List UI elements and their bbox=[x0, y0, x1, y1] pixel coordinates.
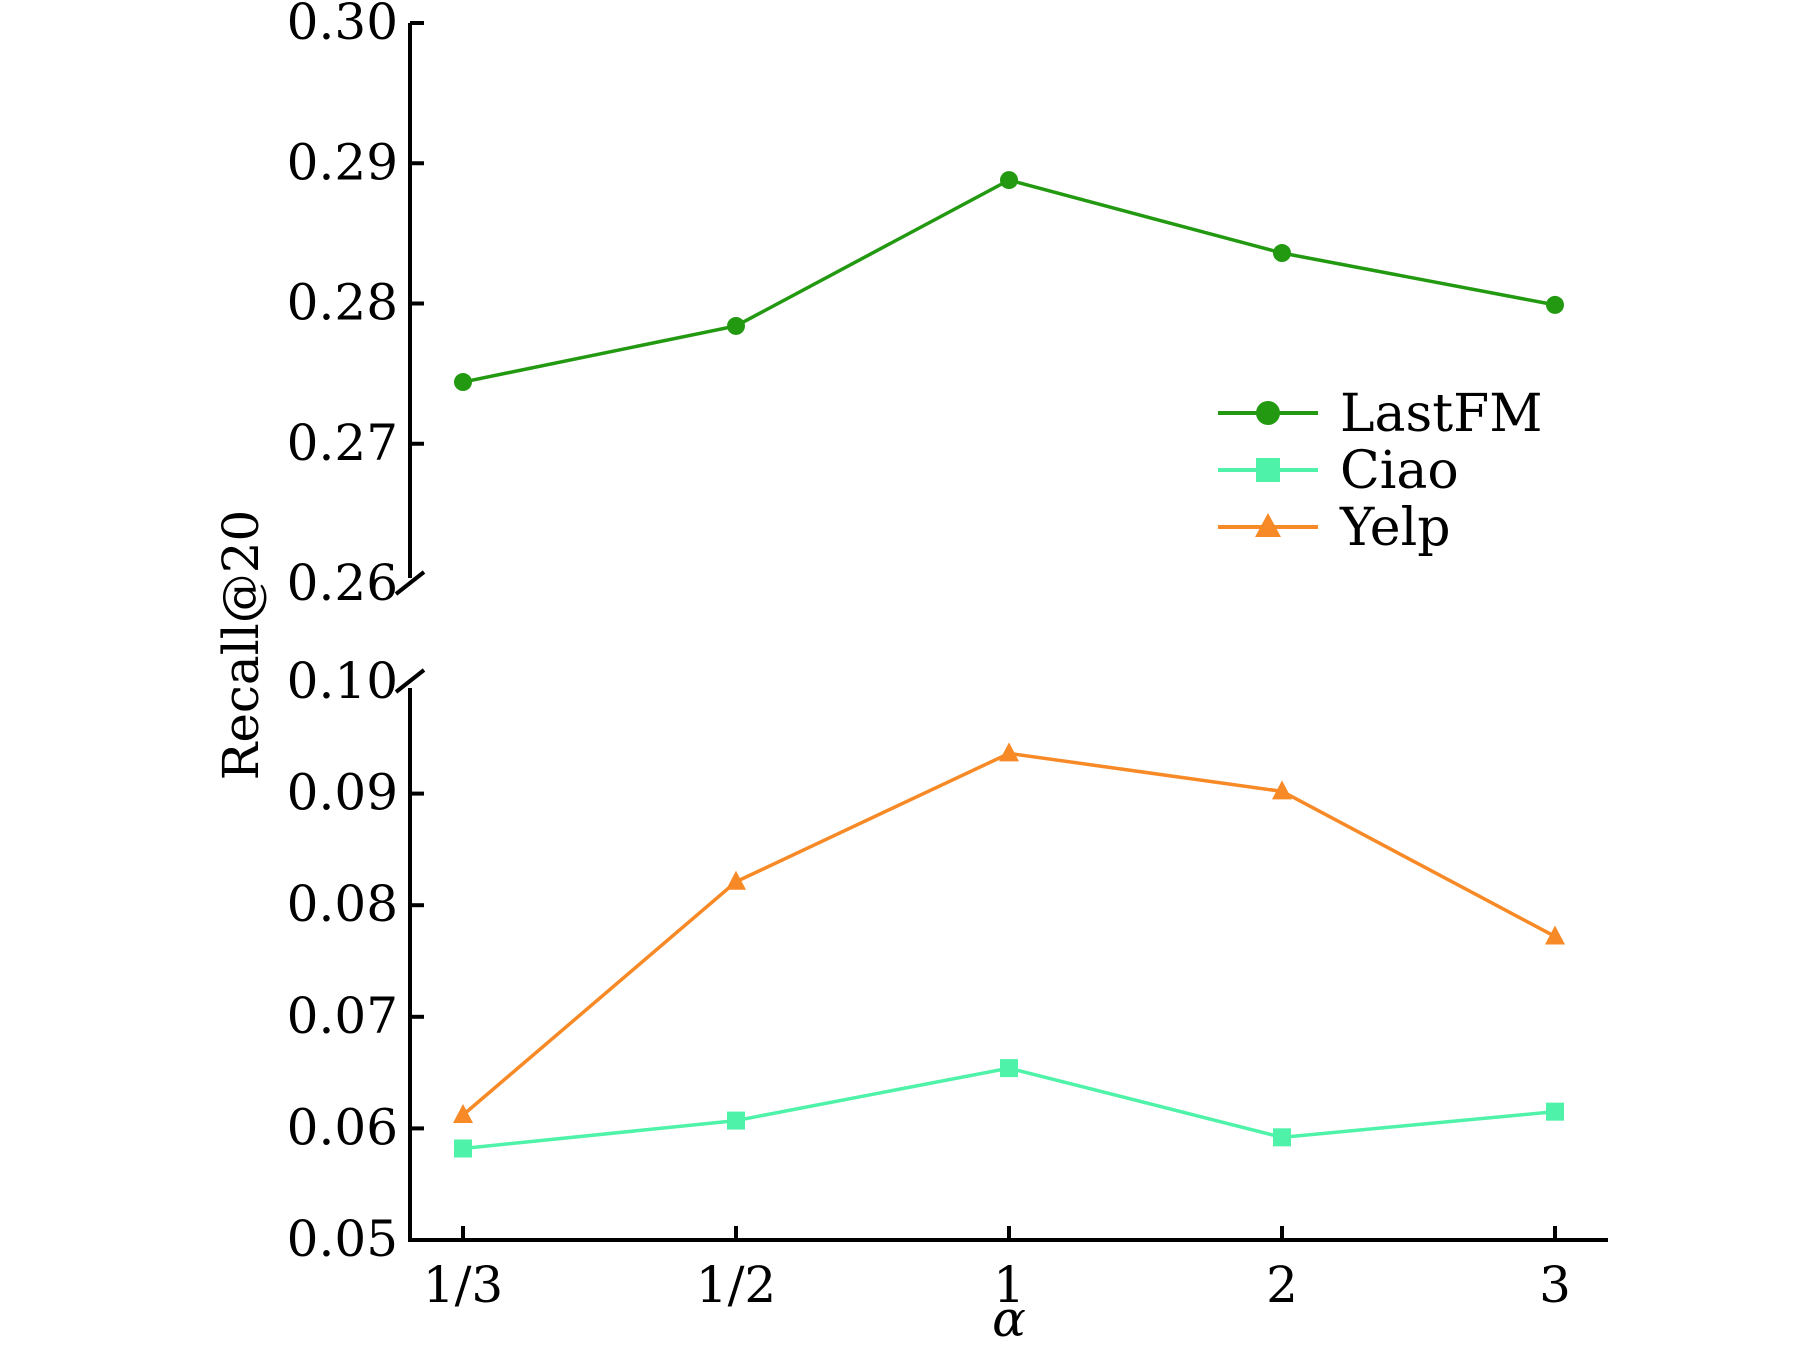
axes: 0.30 0.29 0.28 0.27 0.26 0.10 0.09 0.08 0.07 0.06… bbox=[287, 0, 1608, 1314]
y-tick-label: 0.26 bbox=[287, 554, 398, 612]
legend-label: LastFM bbox=[1340, 384, 1542, 444]
axis-break-upper bbox=[394, 570, 426, 596]
x-tick-label: 1/2 bbox=[696, 1256, 776, 1314]
data-point bbox=[726, 870, 746, 890]
data-point bbox=[1000, 171, 1018, 190]
y-tick-label: 0.08 bbox=[287, 875, 398, 933]
data-point bbox=[727, 316, 745, 335]
series-line bbox=[462, 1066, 1556, 1151]
x-tick-label: 2 bbox=[1266, 1256, 1298, 1314]
y-tick-label: 0.07 bbox=[287, 987, 398, 1045]
x-tick-label: 3 bbox=[1539, 1256, 1571, 1314]
data-point bbox=[453, 1104, 473, 1124]
x-axis-title: α bbox=[992, 1290, 1026, 1346]
y-tick-label: 0.27 bbox=[287, 414, 398, 472]
data-point bbox=[1000, 1059, 1018, 1078]
data-point bbox=[727, 1111, 745, 1130]
legend-marker bbox=[1255, 513, 1281, 537]
data-point bbox=[1273, 244, 1291, 263]
x-tick-label: 1 bbox=[993, 1256, 1025, 1314]
y-tick-label: 0.29 bbox=[287, 133, 398, 191]
data-point bbox=[1546, 295, 1564, 314]
y-axis-title: Recall@20 bbox=[212, 510, 270, 781]
x-tick-label: 1/3 bbox=[423, 1256, 503, 1314]
y-tick-label: 0.10 bbox=[287, 652, 398, 710]
data-point bbox=[1273, 1128, 1291, 1147]
data-point bbox=[1546, 1102, 1564, 1121]
series-lastfm bbox=[454, 171, 1564, 392]
data-point bbox=[999, 742, 1019, 762]
legend-label: Ciao bbox=[1340, 441, 1459, 501]
data-point bbox=[1545, 925, 1565, 945]
y-tick-label: 0.05 bbox=[287, 1210, 398, 1268]
series-ciao bbox=[454, 1059, 1564, 1158]
y-tick-label: 0.06 bbox=[287, 1098, 398, 1156]
y-tick-label: 0.30 bbox=[287, 0, 398, 51]
legend-marker bbox=[1256, 401, 1280, 425]
axis-break-lower bbox=[394, 668, 426, 694]
legend-item-yelp: Yelp bbox=[1218, 498, 1451, 558]
series-yelp bbox=[453, 742, 1565, 1124]
legend-item-ciao: Ciao bbox=[1218, 441, 1459, 501]
data-point bbox=[1272, 780, 1292, 800]
series-layer bbox=[453, 171, 1565, 1158]
y-tick-label: 0.28 bbox=[287, 274, 398, 332]
data-point bbox=[454, 1139, 472, 1158]
data-point bbox=[454, 373, 472, 392]
series-line bbox=[462, 178, 1556, 384]
legend-label: Yelp bbox=[1339, 498, 1451, 558]
legend-marker bbox=[1256, 458, 1280, 482]
legend-item-lastfm: LastFM bbox=[1218, 384, 1542, 444]
y-tick-label: 0.09 bbox=[287, 764, 398, 822]
